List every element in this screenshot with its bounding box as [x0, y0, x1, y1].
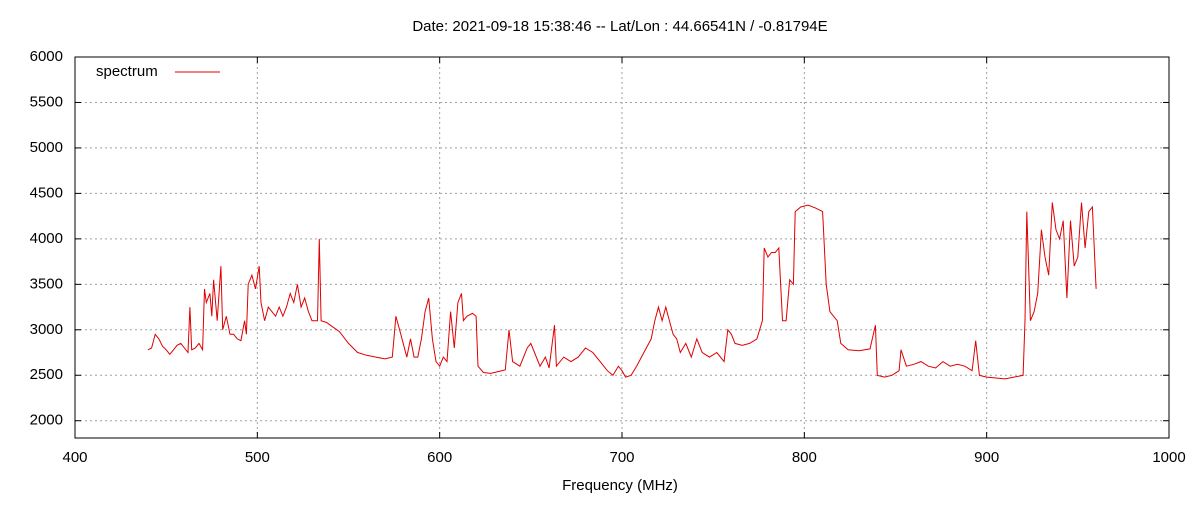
- x-axis-label: Frequency (MHz): [562, 477, 678, 494]
- x-tick-label: 800: [792, 449, 817, 466]
- y-tick-label: 4000: [30, 230, 63, 247]
- y-tick-label: 2500: [30, 366, 63, 383]
- y-tick-label: 5500: [30, 93, 63, 110]
- x-tick-label: 700: [609, 449, 634, 466]
- y-tick-label: 4500: [30, 184, 63, 201]
- plot-border: [74, 56, 1170, 439]
- y-tick-label: 6000: [30, 48, 63, 65]
- y-tick-label: 2000: [30, 412, 63, 429]
- series-line: [147, 202, 1097, 380]
- y-tick-label: 3500: [30, 275, 63, 292]
- legend-label: spectrum: [96, 63, 158, 80]
- x-tick-label: 600: [427, 449, 452, 466]
- chart-title: Date: 2021-09-18 15:38:46 -- Lat/Lon : 4…: [412, 18, 827, 35]
- x-tick-label: 900: [974, 449, 999, 466]
- y-tick-label: 5000: [30, 139, 63, 156]
- x-tick-label: 500: [245, 449, 270, 466]
- y-tick-label: 3000: [30, 321, 63, 338]
- x-tick-label: 1000: [1152, 449, 1185, 466]
- x-tick-label: 400: [62, 449, 87, 466]
